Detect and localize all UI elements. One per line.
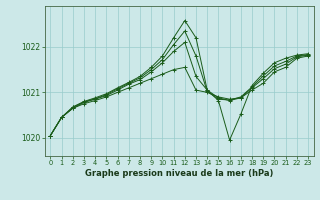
X-axis label: Graphe pression niveau de la mer (hPa): Graphe pression niveau de la mer (hPa) bbox=[85, 169, 273, 178]
